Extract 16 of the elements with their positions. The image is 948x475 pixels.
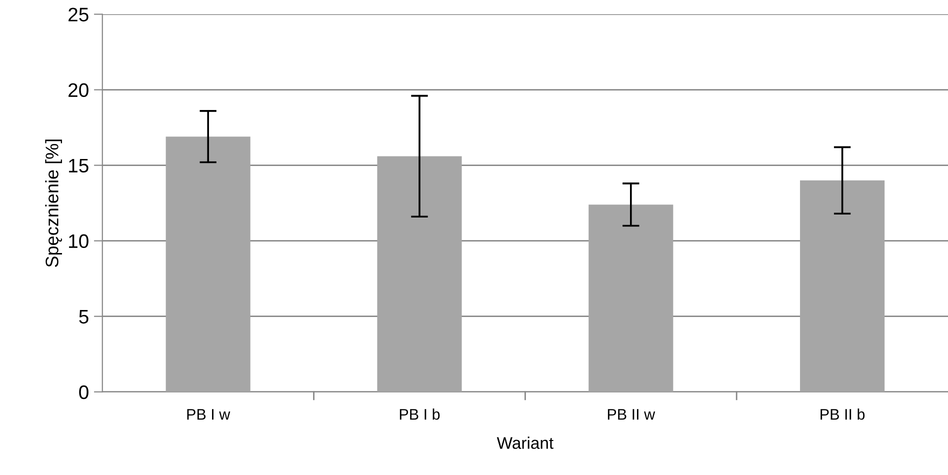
y-tick-label: 25 [68, 8, 88, 22]
bar [166, 136, 250, 392]
y-tick-label: 5 [79, 310, 88, 324]
x-tick-label: PB I b [400, 408, 440, 420]
y-tick-label: 10 [69, 234, 88, 248]
bar [377, 156, 462, 392]
y-tick-label: 15 [69, 158, 88, 173]
bar [588, 204, 674, 392]
bar [800, 180, 885, 392]
x-axis-title: Wariant [496, 436, 554, 449]
y-axis-title: Spęcznienie [%] [45, 140, 62, 267]
y-tick-label: 0 [79, 385, 88, 400]
x-tick-label: PB II b [820, 408, 865, 420]
x-tick-label: PB II w [608, 409, 656, 420]
y-tick-label: 20 [68, 83, 88, 98]
x-tick-label: PB I w [187, 409, 230, 420]
